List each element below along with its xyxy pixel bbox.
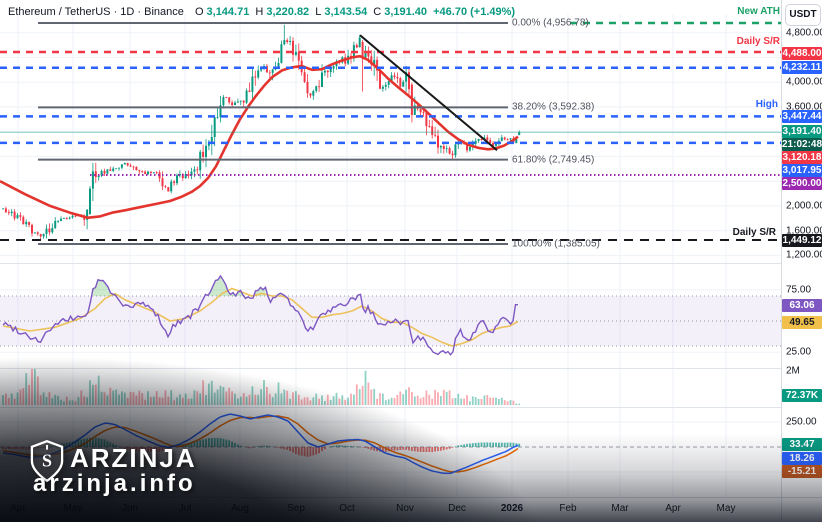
level-2500-badge: 2,500.00 bbox=[782, 177, 822, 190]
volume-value-badge: 72.37K bbox=[782, 389, 822, 402]
time-axis-label: Mar bbox=[611, 503, 629, 514]
time-axis-label: May bbox=[716, 503, 736, 514]
time-axis-label: 2026 bbox=[500, 503, 524, 514]
time-axis-label: Nov bbox=[396, 503, 414, 514]
fib-label: 38.20% (3,592.38) bbox=[512, 101, 595, 113]
low-value: 3,143.54 bbox=[324, 6, 368, 18]
currency-button[interactable]: USDT bbox=[785, 4, 821, 26]
time-axis-label: Jul bbox=[178, 503, 192, 514]
high-badge: 3,447.44 bbox=[782, 110, 822, 123]
price-scale-label: 75.00 bbox=[786, 284, 812, 296]
support-badge: 3,017.95 bbox=[782, 164, 822, 177]
fib-label: 100.00% (1,385.05) bbox=[512, 238, 600, 250]
price-scale-label: 2M bbox=[786, 365, 800, 377]
daily-sr-top-badge: 4,488.00 bbox=[782, 47, 822, 60]
price-scale-label: 25.00 bbox=[786, 346, 812, 358]
daily-sr-top-label: Daily S/R bbox=[736, 36, 780, 47]
fib-label: 61.80% (2,749.45) bbox=[512, 154, 595, 166]
high-label: High bbox=[755, 99, 778, 110]
time-axis-label: Apr bbox=[665, 503, 681, 514]
fib-label: 0.00% (4,956.78) bbox=[512, 17, 589, 29]
price-scale-label: 250.00 bbox=[786, 416, 817, 428]
symbol-title[interactable]: Ethereum / TetherUS · 1D · Binance bbox=[8, 6, 184, 18]
macd-line-badge: 18.26 bbox=[782, 452, 822, 465]
price-scale-label: 4,800.00 bbox=[786, 27, 822, 39]
candle-countdown-badge: 21:02:48 bbox=[782, 138, 822, 151]
high-label: H bbox=[255, 6, 264, 18]
daily-sr-bottom-badge: 1,449.12 bbox=[782, 234, 822, 247]
time-axis-label: Oct bbox=[339, 503, 355, 514]
daily-sr-bottom-label: Daily S/R bbox=[732, 227, 776, 238]
rsi-value-badge: 63.06 bbox=[782, 299, 822, 312]
time-axis-label: Sep bbox=[287, 503, 305, 514]
macd-hist-badge: 33.47 bbox=[782, 438, 822, 451]
time-axis-label: Jun bbox=[121, 503, 139, 514]
legend: Ethereum / TetherUS · 1D · Binance O 3,14… bbox=[8, 6, 518, 18]
low-label: L bbox=[315, 6, 322, 18]
close-label: C bbox=[373, 6, 382, 18]
change-value: +46.70 (+1.49%) bbox=[433, 6, 516, 18]
last-price-badge: 3,191.40 bbox=[782, 125, 822, 138]
time-axis[interactable]: Apr May Jun Jul Aug Sep Oct Nov Dec 2026 Feb Mar Apr… bbox=[0, 498, 782, 522]
time-axis-label: Aug bbox=[231, 503, 249, 514]
open-label: O bbox=[194, 6, 204, 18]
resistance-badge: 4,232.11 bbox=[782, 61, 822, 74]
downtrend-line[interactable] bbox=[359, 34, 498, 151]
time-axis-label: Dec bbox=[448, 503, 466, 514]
high-value: 3,220.82 bbox=[266, 6, 310, 18]
price-scale-label: 1,200.00 bbox=[786, 249, 822, 261]
rsi-ma-value-badge: 49.65 bbox=[782, 316, 822, 329]
time-axis-label: May bbox=[63, 503, 83, 514]
open-value: 3,144.71 bbox=[206, 6, 250, 18]
ma-value-badge: 3,120.18 bbox=[782, 151, 822, 164]
new-ath-label: New ATH bbox=[737, 6, 780, 17]
time-axis-label: Feb bbox=[559, 503, 577, 514]
price-scale-label: 2,000.00 bbox=[786, 200, 822, 212]
close-value: 3,191.40 bbox=[384, 6, 428, 18]
price-scale-label: 4,000.00 bbox=[786, 76, 822, 88]
price-axis[interactable]: USDT 4,800.00 4,000.00 3,600.00 2,000.00 1,6… bbox=[782, 0, 822, 522]
time-axis-label: Apr bbox=[10, 503, 26, 514]
macd-signal-badge: -15.21 bbox=[782, 465, 822, 478]
